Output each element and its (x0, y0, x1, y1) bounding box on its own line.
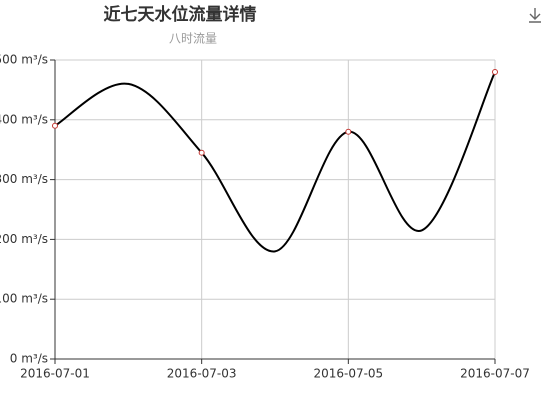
y-tick-label: 500 m³/s (0, 53, 48, 67)
data-point (345, 128, 352, 135)
data-line (54, 71, 496, 253)
data-point (492, 68, 498, 75)
download-icon[interactable] (529, 8, 541, 23)
data-point (198, 149, 205, 156)
y-tick-label: 0 m³/s (10, 352, 48, 366)
x-tick-label: 2016-07-07 (460, 367, 530, 381)
y-tick-label: 400 m³/s (0, 112, 48, 126)
download-button[interactable] (529, 8, 541, 23)
x-tick-label: 2016-07-05 (313, 367, 383, 381)
data-point (52, 122, 58, 129)
y-tick-label: 300 m³/s (0, 172, 48, 186)
x-tick-label: 2016-07-01 (20, 367, 90, 381)
y-tick-label: 100 m³/s (0, 292, 48, 306)
x-tick-label: 2016-07-03 (167, 367, 237, 381)
chart-subtitle: 八时流量 (169, 32, 217, 46)
chart-title: 近七天水位流量详情 (104, 4, 257, 25)
y-tick-label: 200 m³/s (0, 232, 48, 246)
